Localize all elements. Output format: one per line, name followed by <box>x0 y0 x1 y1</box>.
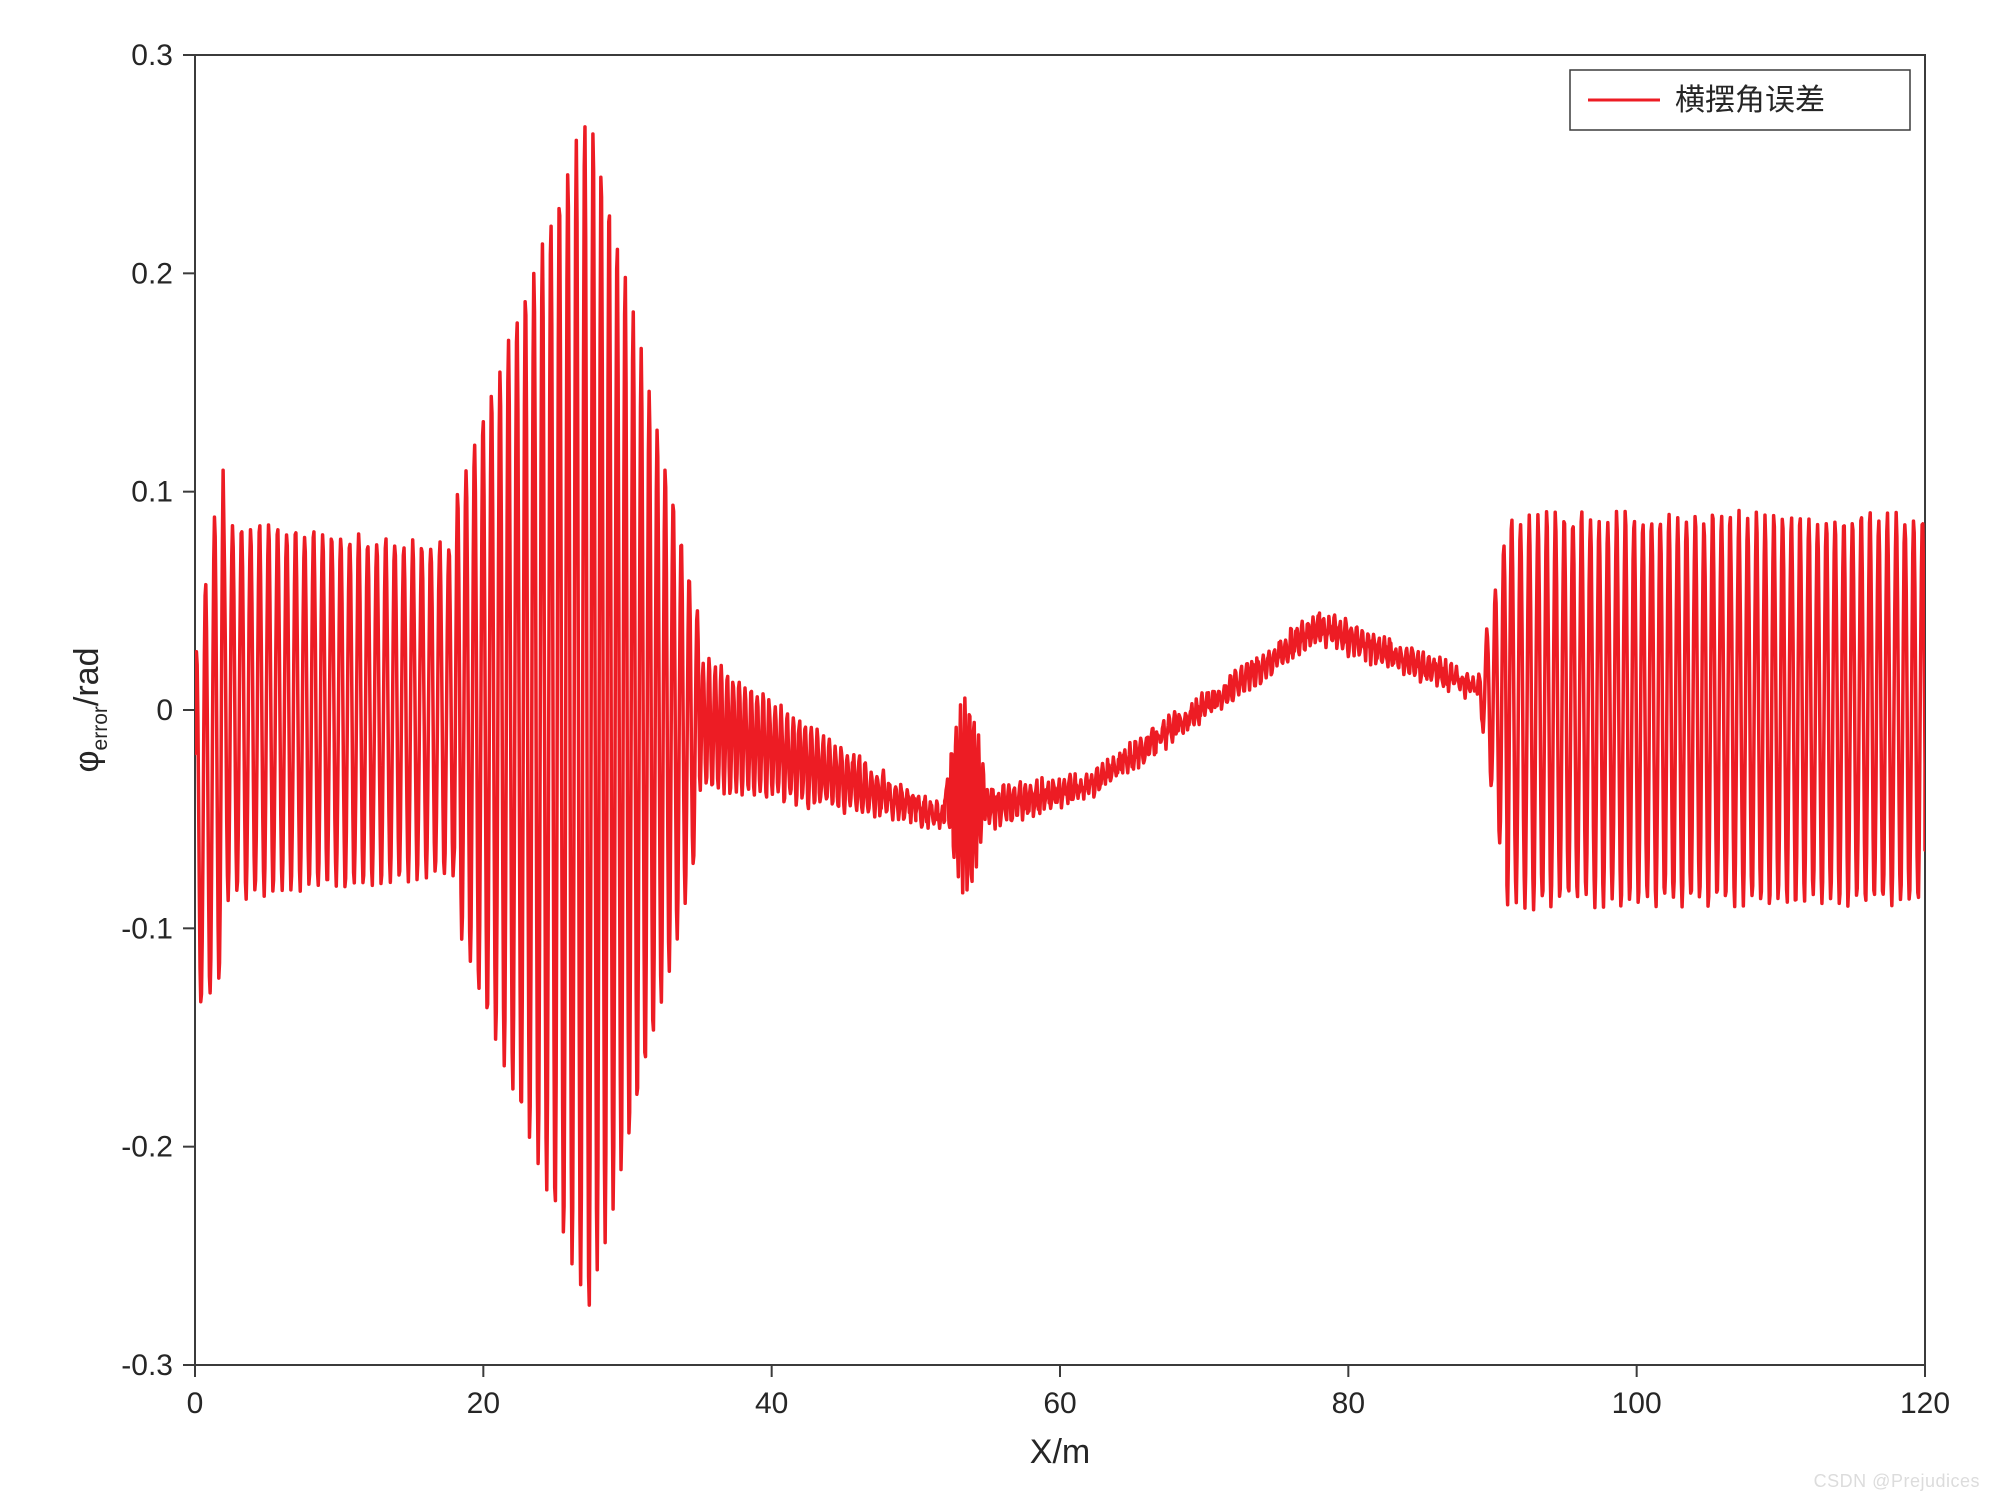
x-axis-label: X/m <box>1030 1433 1090 1471</box>
x-tick-label: 120 <box>1900 1387 1950 1420</box>
chart-svg: 0 20 40 60 80 100 120 -0.3 -0.2 -0.1 0 0.1 0.2 0.3 X/m… <box>0 0 2000 1500</box>
y-tick-label: -0.2 <box>121 1131 173 1164</box>
x-tick-label: 40 <box>755 1387 788 1420</box>
y-tick-label: 0.1 <box>131 476 173 509</box>
y-tick-label: 0.2 <box>131 257 173 290</box>
x-tick-label: 100 <box>1612 1387 1662 1420</box>
x-tick-label: 60 <box>1043 1387 1076 1420</box>
chart-container: 0 20 40 60 80 100 120 -0.3 -0.2 -0.1 0 0.1 0.2 0.3 X/m… <box>0 0 2000 1500</box>
x-tick-label: 20 <box>467 1387 500 1420</box>
x-tick-label: 80 <box>1332 1387 1365 1420</box>
x-tick-label: 0 <box>187 1387 204 1420</box>
legend-label: 横摆角误差 <box>1675 84 1825 117</box>
y-tick-label: 0.3 <box>131 39 173 72</box>
y-tick-label: -0.1 <box>121 912 173 945</box>
watermark: CSDN @Prejudices <box>1814 1471 1980 1492</box>
y-tick-label: 0 <box>156 694 173 727</box>
y-tick-label: -0.3 <box>121 1349 173 1382</box>
